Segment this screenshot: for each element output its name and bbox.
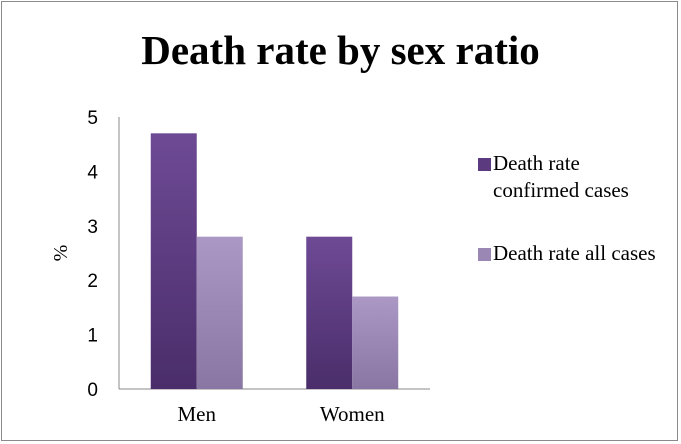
y-tick-label-2: 2: [87, 271, 98, 292]
y-tick-label-3: 3: [87, 217, 98, 238]
legend-label-confirmed: Death rate confirmed cases: [493, 151, 629, 202]
legend: Death rate confirmed cases Death rate al…: [478, 150, 678, 303]
x-category-label-1: Women: [320, 402, 385, 426]
legend-item-confirmed: Death rate confirmed cases: [478, 150, 678, 204]
legend-swatch-all: [478, 248, 491, 261]
y-tick-label-5: 5: [87, 108, 98, 129]
legend-swatch-confirmed: [478, 158, 491, 171]
bar-men-series-1: [196, 236, 243, 389]
y-tick-label-1: 1: [87, 326, 98, 347]
y-tick-label-0: 0: [87, 380, 98, 401]
bar-women-series-1: [352, 296, 399, 389]
y-axis-label: %: [50, 245, 72, 262]
bar-men-series-0: [150, 133, 197, 389]
bar-women-series-0: [306, 236, 353, 389]
legend-item-all: Death rate all cases: [478, 240, 678, 267]
x-category-label-0: Men: [178, 402, 217, 426]
legend-label-all: Death rate all cases: [493, 241, 656, 265]
chart-title: Death rate by sex ratio: [141, 27, 540, 73]
y-tick-label-4: 4: [87, 162, 98, 183]
